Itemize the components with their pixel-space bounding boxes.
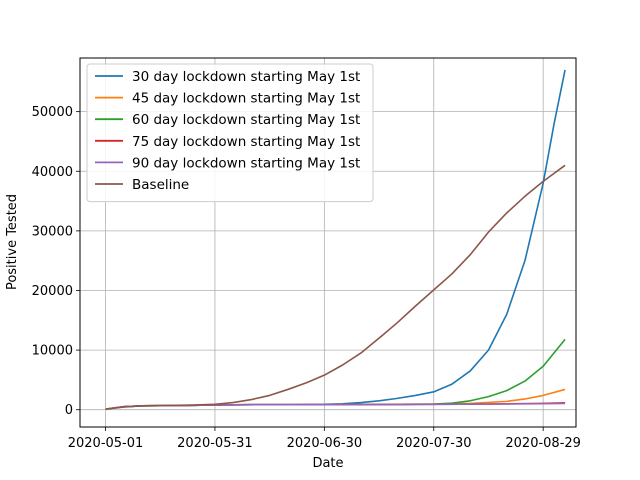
legend-label: 60 day lockdown starting May 1st <box>132 112 360 128</box>
legend-label: 75 day lockdown starting May 1st <box>132 134 360 150</box>
x-tick-label: 2020-05-31 <box>177 436 253 451</box>
legend-label: 90 day lockdown starting May 1st <box>132 155 360 171</box>
y-tick-label: 50000 <box>32 105 73 120</box>
y-axis: 0 10000 20000 30000 40000 50000 <box>32 105 80 418</box>
x-tick-label: 2020-05-01 <box>68 436 144 451</box>
legend-label: 30 day lockdown starting May 1st <box>132 69 360 85</box>
legend-label: 45 day lockdown starting May 1st <box>132 91 360 107</box>
y-tick-label: 20000 <box>32 284 73 299</box>
x-axis: 2020-05-01 2020-05-31 2020-06-30 2020-07-30… <box>68 427 581 451</box>
y-tick-label: 40000 <box>32 165 73 180</box>
y-tick-label: 30000 <box>32 224 73 239</box>
plot-frame <box>79 57 577 428</box>
series-lines <box>105 69 566 410</box>
y-tick-label: 10000 <box>32 344 73 359</box>
legend-label: Baseline <box>132 177 189 193</box>
x-axis-label: Date <box>312 456 343 471</box>
y-tick-label: 0 <box>65 403 73 418</box>
legend-box <box>86 63 374 203</box>
y-axis-label: Positive Tested <box>5 194 20 290</box>
x-tick-label: 2020-07-30 <box>396 436 472 451</box>
x-tick-label: 2020-08-29 <box>505 436 581 451</box>
legend: 30 day lockdown starting May 1st 45 day l… <box>86 63 374 203</box>
x-tick-label: 2020-06-30 <box>287 436 363 451</box>
series-line <box>105 164 566 410</box>
